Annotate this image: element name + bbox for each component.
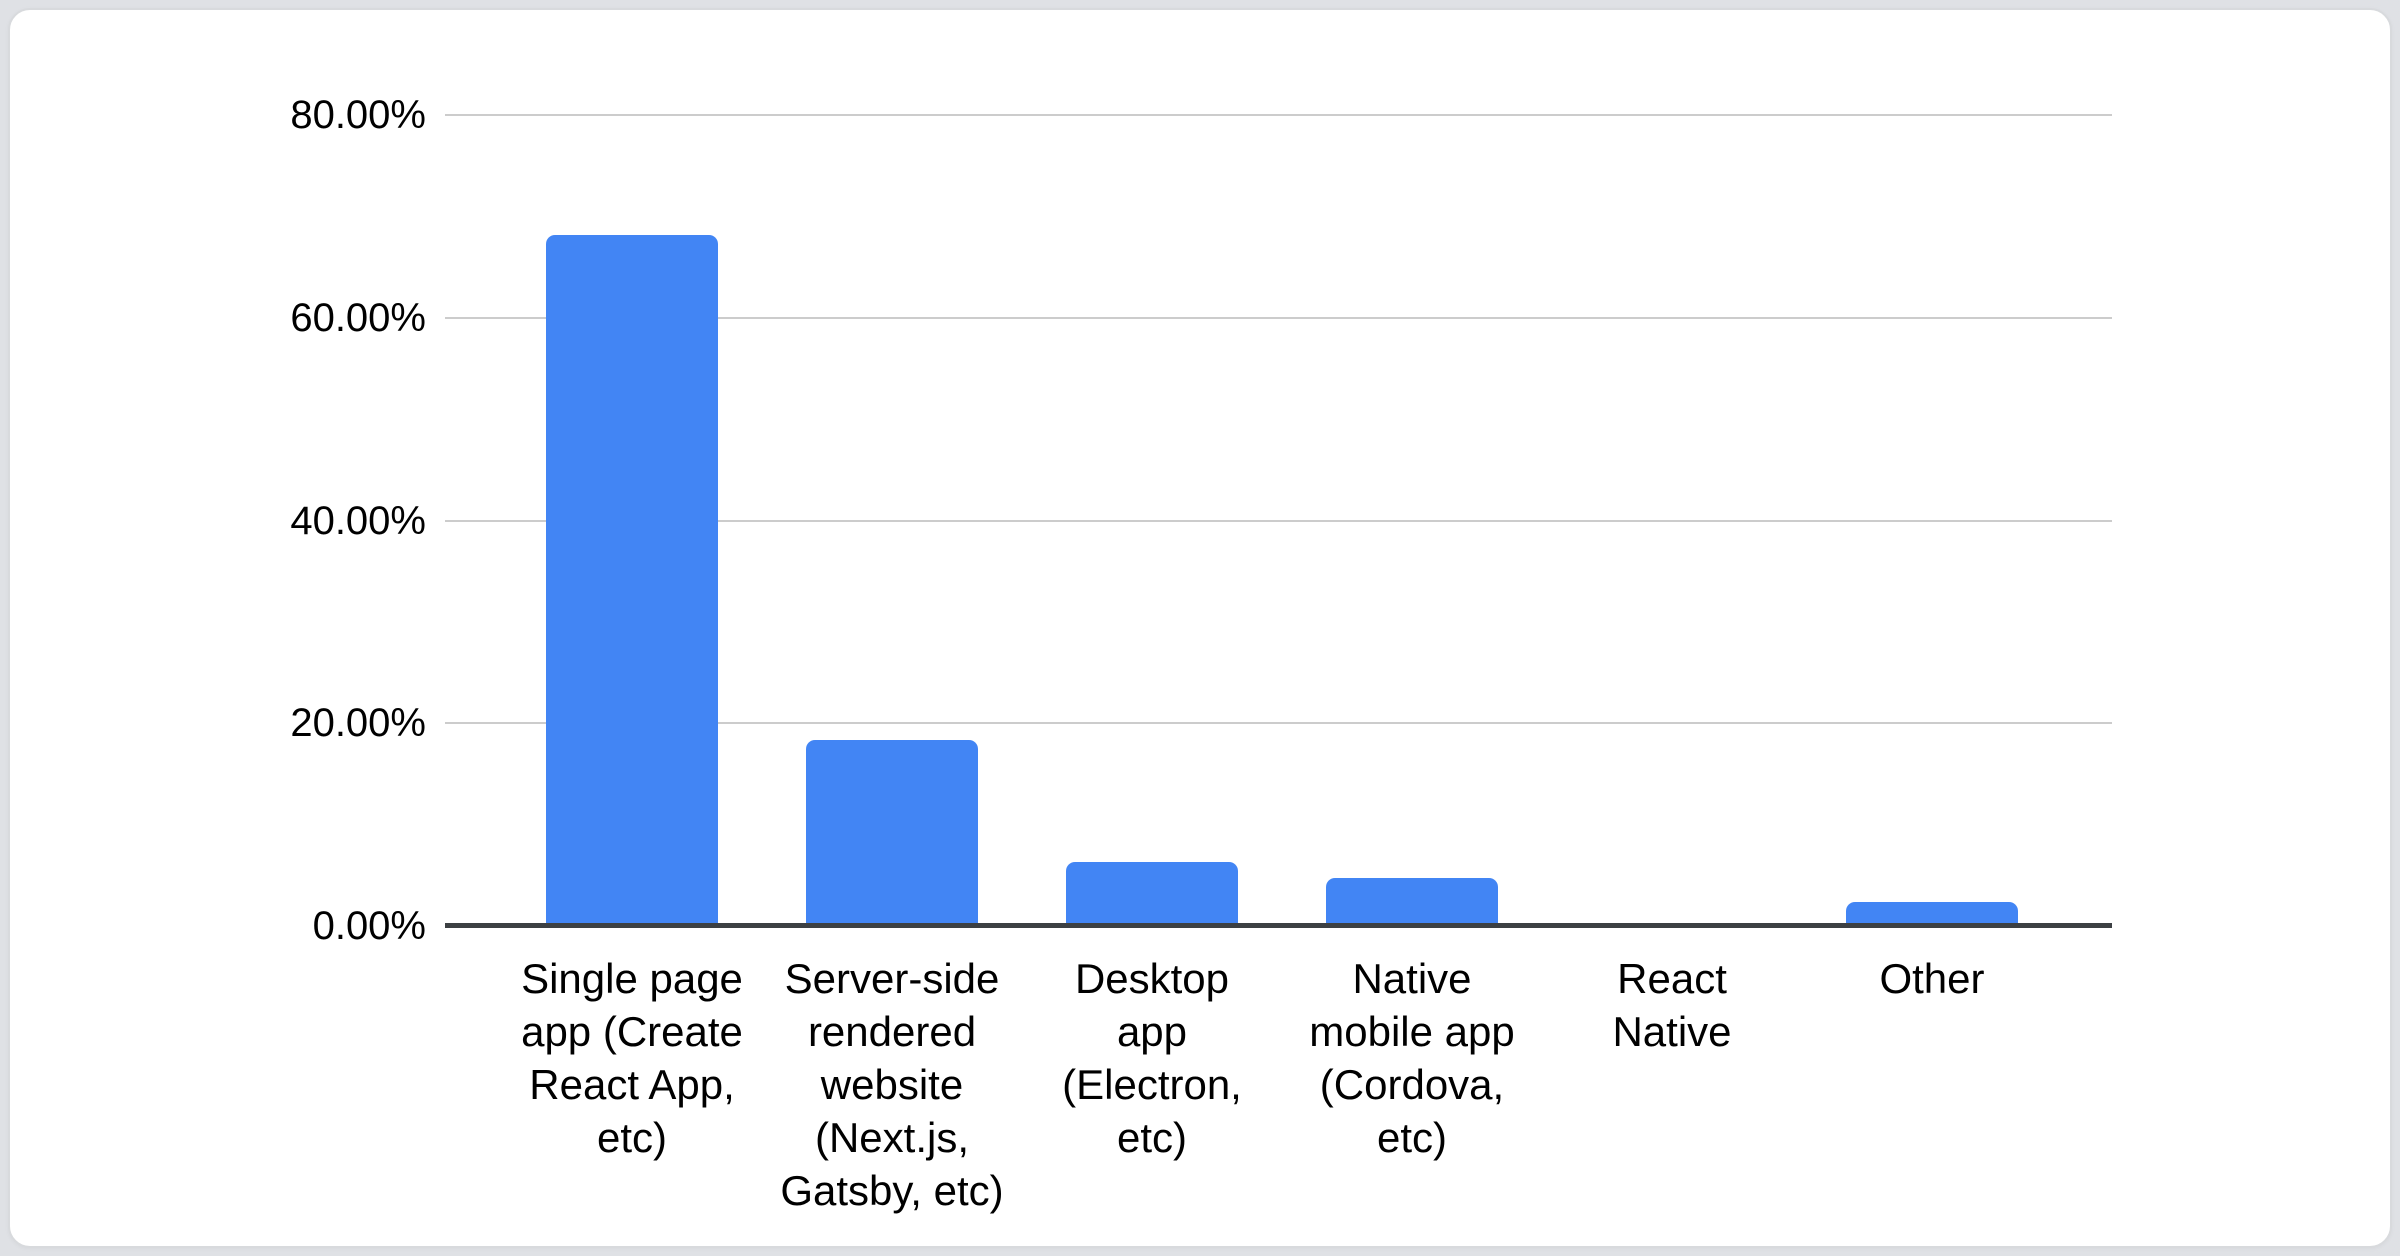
x-axis-label: React Native [1612,955,1732,1055]
bar-slot [1022,115,1282,926]
x-axis-label: Single page app (Create React App, etc) [521,955,743,1161]
bar[interactable] [1326,878,1498,926]
bars-band [502,115,2062,926]
bar-slot [1282,115,1542,926]
bar-slot [1542,115,1802,926]
y-tick-label-0: 0.00% [312,904,426,948]
bar-slot [1802,115,2062,926]
x-axis-label: Desktop app (Electron, etc) [1062,955,1242,1161]
bar-slot [762,115,1022,926]
chart-card: 80.00% 60.00% 40.00% 20.00% 0.00% Single pag… [8,8,2392,1248]
bar[interactable] [1066,862,1238,926]
bar[interactable] [806,740,978,926]
x-axis: Single page app (Create React App, etc) S… [502,952,2062,1217]
x-axis-label: Server-side rendered website (Next.js, G… [780,955,1004,1214]
bar-chart: 80.00% 60.00% 40.00% 20.00% 0.00% Single pag… [10,10,2390,1246]
gridline-80 [445,114,2112,116]
plot-area [445,114,2112,928]
x-axis-label: Other [1879,955,1985,1002]
y-tick-label-80: 80.00% [290,93,426,137]
y-tick-label-40: 40.00% [290,498,426,543]
y-tick-label-20: 20.00% [290,701,426,746]
bar-slot [502,115,762,926]
gridline-40 [445,519,2112,522]
y-axis: 80.00% 60.00% 40.00% 20.00% 0.00% [10,93,426,948]
bar[interactable] [546,234,718,926]
gridline-20 [445,722,2112,725]
gridline-60 [445,316,2112,319]
bar[interactable] [1846,901,2018,926]
x-axis-baseline [445,923,2112,928]
y-tick-label-60: 60.00% [290,295,426,340]
x-axis-label: Native mobile app (Cordova, etc) [1309,955,1515,1161]
